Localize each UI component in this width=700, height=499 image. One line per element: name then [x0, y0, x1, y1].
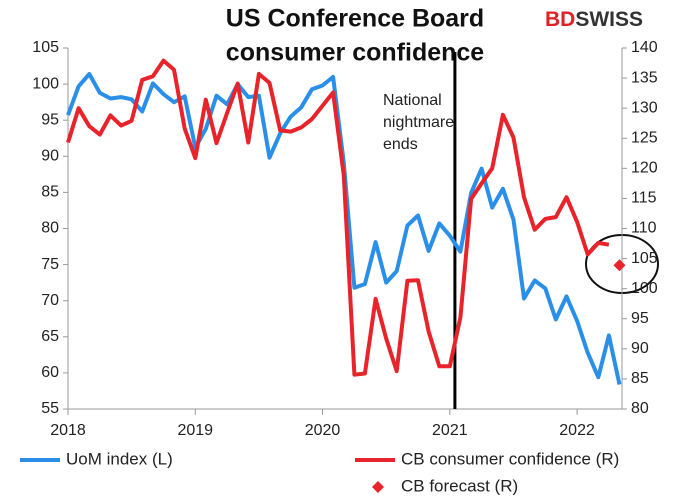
- forecast-marker: [613, 259, 626, 272]
- logo: BDSWISS: [545, 8, 643, 31]
- legend-label: CB forecast (R): [401, 476, 518, 495]
- y2-tick-label: 115: [631, 190, 657, 207]
- y-tick-label: 70: [41, 292, 59, 309]
- y2-tick-label: 140: [631, 39, 658, 56]
- series-line: [66, 58, 610, 377]
- y-tick-label: 55: [41, 400, 59, 417]
- y-tick-label: 105: [32, 39, 59, 56]
- logo-part: BD: [545, 8, 575, 31]
- y2-tick-label: 100: [631, 280, 658, 297]
- y-tick-label: 80: [41, 220, 59, 237]
- y2-tick-label: 90: [631, 340, 649, 357]
- y2-tick-label: 85: [631, 370, 649, 387]
- y-tick-label: 75: [41, 256, 59, 273]
- legend-label: UoM index (L): [66, 449, 173, 468]
- y-tick-label: 95: [41, 111, 59, 128]
- x-tick-label: 2020: [305, 422, 341, 439]
- y2-tick-label: 95: [631, 310, 649, 327]
- y2-tick-label: 130: [631, 99, 658, 116]
- annotation-text: National: [383, 92, 442, 109]
- y-tick-label: 100: [32, 75, 59, 92]
- y2-tick-label: 135: [631, 69, 658, 86]
- y2-tick-label: 120: [631, 160, 658, 177]
- legend-label: CB consumer confidence (R): [401, 449, 619, 468]
- x-tick-label: 2021: [432, 422, 468, 439]
- y-tick-label: 60: [41, 364, 59, 381]
- y2-tick-label: 125: [631, 129, 658, 146]
- x-tick-label: 2019: [177, 422, 213, 439]
- x-tick-label: 2022: [559, 422, 595, 439]
- chart-title: US Conference Board: [226, 5, 484, 33]
- legend-marker: [372, 481, 384, 493]
- y2-tick-label: 80: [631, 400, 649, 417]
- logo-part: SWISS: [575, 8, 643, 31]
- annotation-text: nightmare: [383, 114, 454, 131]
- y2-tick-label: 110: [631, 220, 657, 237]
- chart-title: consumer confidence: [226, 39, 484, 67]
- y-tick-label: 65: [41, 328, 59, 345]
- y-tick-label: 85: [41, 184, 59, 201]
- x-tick-label: 2018: [50, 422, 86, 439]
- y-tick-label: 90: [41, 148, 59, 165]
- annotation-text: ends: [383, 136, 418, 153]
- y2-tick-label: 105: [631, 250, 658, 267]
